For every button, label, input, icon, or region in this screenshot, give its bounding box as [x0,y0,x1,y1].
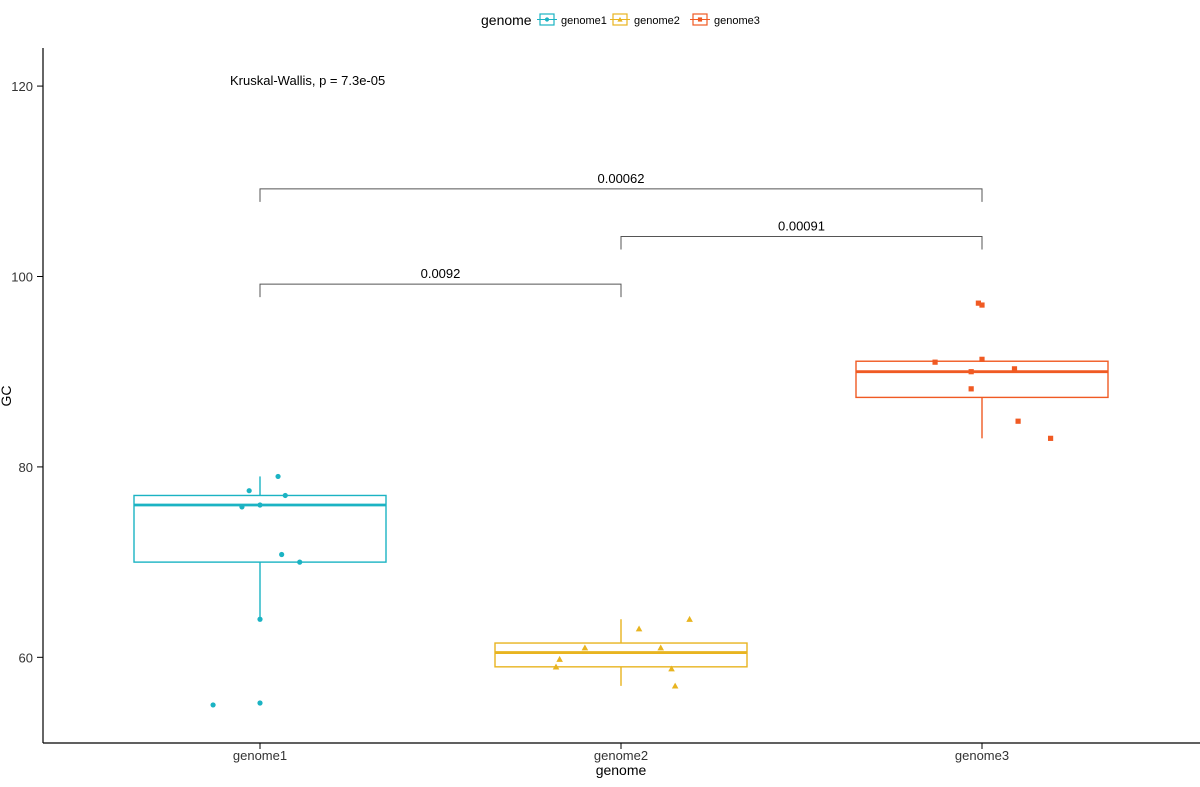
data-point-genome2 [635,625,643,632]
data-point-genome3 [1011,366,1018,372]
data-point-genome1 [297,559,303,565]
x-axis-title: genome [596,762,647,778]
data-point-genome2 [581,644,589,651]
kruskal-wallis-annotation: Kruskal-Wallis, p = 7.3e-05 [230,73,385,88]
data-point-genome2 [657,644,665,651]
box-genome2 [494,619,748,686]
y-tick-label: 80 [19,460,33,475]
legend-key-point [697,17,703,22]
data-point-genome1 [275,473,281,480]
data-point-genome1 [246,488,252,494]
legend-item-genome2: genome2 [610,13,680,27]
p-value-label: 0.0092 [421,266,461,281]
data-point-genome2 [686,615,693,622]
data-point-genome3 [979,302,985,308]
p-value-label: 0.00062 [598,171,645,186]
x-tick-label: genome3 [955,748,1009,763]
data-point-genome2 [668,665,675,672]
data-point-genome3 [968,386,974,392]
data-point-genome1 [257,616,263,622]
legend-item-genome3: genome3 [690,13,760,27]
comparison-bracket: 0.0092 [259,266,622,298]
legend-item-genome1: genome1 [537,13,607,27]
box-genome1 [133,476,387,620]
comparison-bracket: 0.00062 [259,171,983,202]
x-tick-label: genome1 [233,748,287,763]
legend-key-point [617,16,623,22]
legend-key-point [544,17,550,22]
comparison-bracket: 0.00091 [620,219,983,250]
data-point-genome3 [1047,435,1054,441]
data-point-genome2 [556,655,563,662]
legend-title: genome [481,12,532,28]
data-point-genome1 [239,504,245,510]
data-point-genome3 [968,369,974,375]
data-point-genome1 [210,702,216,708]
legend: genome genome1 genome2 genome3 [481,12,760,28]
y-tick-label: 120 [11,79,33,94]
data-point-genome3 [975,300,981,306]
data-point-genome3 [1015,418,1021,424]
legend-label: genome3 [714,15,760,27]
x-tick-label: genome2 [594,748,648,763]
y-tick-label: 60 [19,650,33,665]
data-point-genome3 [979,356,985,362]
bracket-line [259,283,622,298]
y-tick-label: 100 [11,269,33,284]
y-axis-title: GC [0,386,14,407]
legend-label: genome2 [634,15,680,27]
data-point-genome3 [932,359,938,365]
data-point-genome1 [279,551,285,558]
data-point-genome1 [282,492,288,499]
box-genome3 [855,360,1109,439]
iqr-box [494,642,748,668]
data-point-genome1 [257,700,263,706]
iqr-box [855,360,1109,399]
bracket-line [620,236,983,250]
legend-label: genome1 [561,15,607,27]
data-point-genome1 [257,502,263,508]
p-value-label: 0.00091 [778,219,825,234]
data-point-genome2 [552,663,560,670]
data-point-genome2 [671,682,679,689]
bracket-line [259,188,983,202]
